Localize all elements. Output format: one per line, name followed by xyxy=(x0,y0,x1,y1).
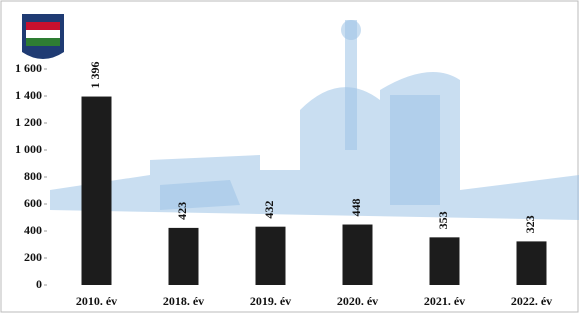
x-tick-label: 2021. év xyxy=(424,294,465,308)
y-tick-label: 1 400 xyxy=(15,88,42,102)
x-tick-label: 2019. év xyxy=(250,294,291,308)
y-tick-label: 200 xyxy=(24,250,42,264)
bar xyxy=(343,225,373,285)
x-tick-label: 2010. év xyxy=(76,294,117,308)
chart: 0 200 400 600 800 1 000 1 200 1 400 1 600 2010. é… xyxy=(0,0,579,313)
y-tick-label: 600 xyxy=(24,196,42,210)
logo xyxy=(22,14,64,59)
data-label: 1 396 xyxy=(88,62,102,89)
bar xyxy=(256,227,286,285)
data-label: 353 xyxy=(436,211,450,229)
x-tick-label: 2020. év xyxy=(337,294,378,308)
y-tick-label: 1 000 xyxy=(15,142,42,156)
y-tick-label: 400 xyxy=(24,223,42,237)
y-tick-label: 800 xyxy=(24,169,42,183)
data-label: 448 xyxy=(349,199,363,217)
bar xyxy=(169,228,199,285)
y-tick-label: 1 600 xyxy=(15,61,42,75)
x-tick-label: 2022. év xyxy=(511,294,552,308)
data-label: 432 xyxy=(262,201,276,219)
x-tick-label: 2018. év xyxy=(163,294,204,308)
data-label: 323 xyxy=(523,215,537,233)
data-label: 423 xyxy=(175,202,189,220)
bar xyxy=(517,241,547,285)
bar xyxy=(430,237,460,285)
bar xyxy=(82,97,112,285)
y-tick-label: 0 xyxy=(36,277,42,291)
y-tick-label: 1 200 xyxy=(15,115,42,129)
